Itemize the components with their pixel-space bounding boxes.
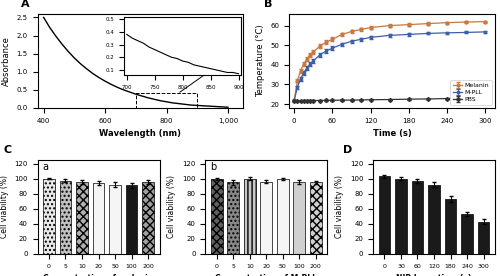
Bar bbox=[412, 181, 424, 254]
Bar bbox=[478, 222, 490, 254]
X-axis label: Concentration of melanin
(μg/mL): Concentration of melanin (μg/mL) bbox=[44, 274, 154, 276]
X-axis label: Wavelength (nm): Wavelength (nm) bbox=[100, 129, 182, 138]
X-axis label: Concentration of M-PLL
(μg/mL): Concentration of M-PLL (μg/mL) bbox=[215, 274, 318, 276]
Text: a: a bbox=[42, 162, 48, 172]
Bar bbox=[136, 93, 198, 108]
Bar bbox=[461, 214, 473, 254]
Text: A: A bbox=[21, 0, 29, 9]
Bar bbox=[126, 185, 138, 254]
Bar bbox=[60, 181, 72, 254]
Text: D: D bbox=[342, 145, 352, 155]
Bar bbox=[378, 176, 390, 254]
Bar bbox=[76, 182, 88, 254]
Y-axis label: Temperature (°C): Temperature (°C) bbox=[256, 25, 265, 97]
X-axis label: Time (s): Time (s) bbox=[372, 129, 412, 138]
Bar bbox=[260, 182, 272, 254]
Text: C: C bbox=[4, 145, 12, 155]
Bar bbox=[244, 179, 256, 254]
Y-axis label: Absorbance: Absorbance bbox=[2, 36, 11, 86]
Y-axis label: Cell viability (%): Cell viability (%) bbox=[168, 175, 176, 238]
Bar bbox=[395, 179, 407, 254]
Bar bbox=[310, 182, 322, 254]
Text: b: b bbox=[210, 162, 216, 172]
Bar bbox=[211, 179, 222, 254]
Y-axis label: Cell viability (%): Cell viability (%) bbox=[335, 175, 344, 238]
Bar bbox=[294, 182, 305, 254]
Bar bbox=[277, 179, 288, 254]
Bar bbox=[43, 179, 55, 254]
Bar bbox=[228, 182, 239, 254]
X-axis label: NIR laser time (s): NIR laser time (s) bbox=[396, 274, 471, 276]
Legend: Melanin, M-PLL, PBS: Melanin, M-PLL, PBS bbox=[450, 80, 492, 105]
Y-axis label: Cell viability (%): Cell viability (%) bbox=[0, 175, 8, 238]
Bar bbox=[142, 182, 154, 254]
Bar bbox=[444, 199, 456, 254]
Bar bbox=[92, 183, 104, 254]
Text: B: B bbox=[264, 0, 273, 9]
Bar bbox=[109, 185, 121, 254]
Bar bbox=[428, 185, 440, 254]
